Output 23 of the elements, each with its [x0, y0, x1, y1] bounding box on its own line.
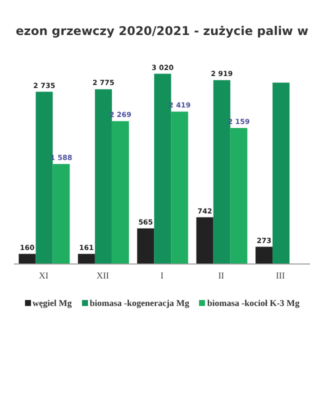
- legend-label: biomasa -kogeneracja Mg: [90, 298, 190, 308]
- bar: [154, 74, 172, 264]
- legend-label: węgiel Mg: [32, 298, 72, 308]
- x-tick-label: XII: [96, 270, 110, 280]
- bar: [112, 121, 129, 264]
- bar: [78, 254, 95, 264]
- bar: [171, 112, 188, 264]
- bar: [52, 164, 70, 264]
- bar: [196, 217, 214, 264]
- x-tick-label: II: [218, 270, 224, 280]
- bar: [230, 128, 248, 264]
- bar: [94, 89, 112, 264]
- x-tick-label: III: [276, 270, 285, 280]
- chart-title: ezon grzewczy 2020/2021 - zużycie paliw w: [14, 24, 310, 38]
- x-tick-label: XI: [38, 270, 48, 280]
- bar: [36, 92, 53, 264]
- legend-label: biomasa -kocioł K-3 Mg: [207, 298, 300, 308]
- bar: [137, 228, 154, 264]
- bar: [18, 254, 36, 264]
- bar: [213, 80, 230, 264]
- bar: [272, 82, 290, 264]
- x-tick-label: I: [160, 270, 164, 280]
- bar: [256, 246, 273, 264]
